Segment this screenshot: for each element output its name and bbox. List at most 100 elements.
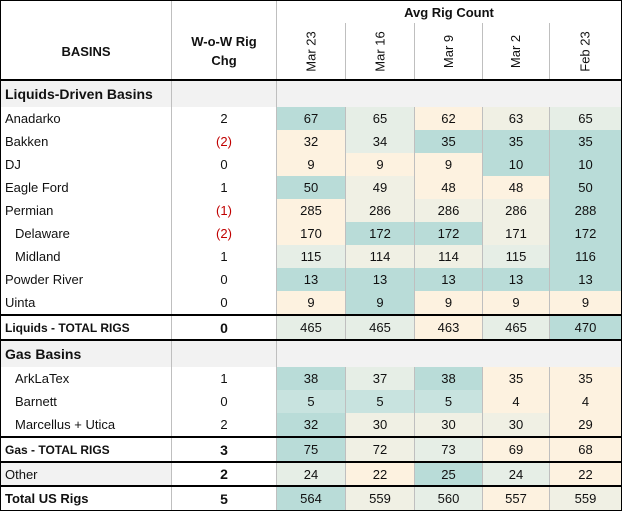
date-column-header: Feb 23 — [549, 23, 622, 81]
rig-count-cell: 116 — [549, 245, 622, 268]
total-label: Gas - TOTAL RIGS — [0, 436, 172, 463]
table-row: ArkLaTex 1 38 37 38 35 35 — [0, 367, 622, 390]
rig-count-cell: 10 — [482, 153, 550, 176]
rig-count-cell: 67 — [276, 107, 346, 130]
basin-name: Marcellus + Utica — [0, 413, 172, 437]
rig-count-cell: 172 — [549, 222, 622, 245]
rig-count-cell: 13 — [414, 268, 483, 291]
rig-count-cell: 50 — [276, 176, 346, 199]
table-row: Powder River 0 13 13 13 13 13 — [0, 268, 622, 291]
rig-count-cell: 564 — [276, 485, 346, 511]
rig-count-cell: 13 — [482, 268, 550, 291]
rig-count-cell: 13 — [276, 268, 346, 291]
rig-count-cell: 35 — [482, 130, 550, 153]
wow-change: 0 — [171, 153, 277, 176]
rig-count-cell: 13 — [549, 268, 622, 291]
basin-name: DJ — [0, 153, 172, 176]
rig-count-cell: 114 — [345, 245, 415, 268]
header-blank-basins — [0, 0, 172, 23]
wow-change: (2) — [171, 222, 277, 245]
rig-count-cell: 559 — [345, 485, 415, 511]
rig-count-cell: 50 — [549, 176, 622, 199]
total-label: Liquids - TOTAL RIGS — [0, 314, 172, 341]
wow-change: 2 — [171, 107, 277, 130]
rig-count-cell: 9 — [414, 153, 483, 176]
basin-name: Anadarko — [0, 107, 172, 130]
rig-count-cell: 114 — [414, 245, 483, 268]
table-row: DJ 0 9 9 9 10 10 — [0, 153, 622, 176]
gas-total-row: Gas - TOTAL RIGS 3 75 72 73 69 68 — [0, 436, 622, 463]
wow-change: 2 — [171, 462, 277, 486]
rig-count-cell: 5 — [414, 390, 483, 413]
rig-count-cell: 63 — [482, 107, 550, 130]
rig-count-cell: 75 — [276, 436, 346, 463]
basin-name: Eagle Ford — [0, 176, 172, 199]
section-blank — [276, 340, 622, 367]
rig-count-cell: 5 — [276, 390, 346, 413]
section-blank — [276, 80, 622, 107]
section-blank — [171, 80, 277, 107]
rig-count-cell: 32 — [276, 130, 346, 153]
wow-change: 0 — [171, 390, 277, 413]
rig-count-cell: 170 — [276, 222, 346, 245]
date-label: Mar 16 — [372, 30, 388, 72]
rig-count-cell: 115 — [482, 245, 550, 268]
date-label: Mar 23 — [303, 30, 319, 72]
date-column-header: Mar 16 — [345, 23, 415, 81]
rig-count-cell: 38 — [276, 367, 346, 390]
rig-count-cell: 35 — [549, 367, 622, 390]
rig-count-cell: 559 — [549, 485, 622, 511]
rig-count-cell: 37 — [345, 367, 415, 390]
rig-count-cell: 288 — [549, 199, 622, 222]
basin-name: Permian — [0, 199, 172, 222]
table-row: Bakken (2) 32 34 35 35 35 — [0, 130, 622, 153]
rig-count-cell: 171 — [482, 222, 550, 245]
table-row: Anadarko 2 67 65 62 63 65 — [0, 107, 622, 130]
rig-count-cell: 286 — [482, 199, 550, 222]
rig-count-cell: 65 — [345, 107, 415, 130]
rig-count-cell: 62 — [414, 107, 483, 130]
liquids-total-row: Liquids - TOTAL RIGS 0 465 465 463 465 4… — [0, 314, 622, 341]
wow-label-line1: W-o-W Rig — [191, 34, 257, 49]
rig-count-cell: 4 — [549, 390, 622, 413]
rig-count-cell: 72 — [345, 436, 415, 463]
rig-count-cell: 48 — [414, 176, 483, 199]
wow-change: 5 — [171, 485, 277, 511]
rig-count-cell: 560 — [414, 485, 483, 511]
rig-count-cell: 34 — [345, 130, 415, 153]
basin-name: Barnett — [0, 390, 172, 413]
rig-count-cell: 465 — [276, 314, 346, 341]
rig-count-cell: 286 — [345, 199, 415, 222]
wow-change-column-header: W-o-W Rig Chg — [171, 23, 277, 81]
wow-change: 2 — [171, 413, 277, 437]
rig-count-cell: 65 — [549, 107, 622, 130]
basin-name: Delaware — [0, 222, 172, 245]
total-us-row: Total US Rigs 5 564 559 560 557 559 — [0, 485, 622, 511]
basin-name: Powder River — [0, 268, 172, 291]
rig-count-cell: 465 — [482, 314, 550, 341]
date-label: Feb 23 — [577, 30, 593, 72]
date-column-header: Mar 2 — [482, 23, 550, 81]
rig-count-cell: 4 — [482, 390, 550, 413]
table-row: Midland 1 115 114 114 115 116 — [0, 245, 622, 268]
total-label: Total US Rigs — [0, 485, 172, 511]
wow-label-line2: Chg — [211, 53, 237, 68]
rig-count-cell: 22 — [549, 462, 622, 486]
wow-change: 1 — [171, 367, 277, 390]
liquids-section-title: Liquids-Driven Basins — [0, 80, 172, 107]
rig-count-cell: 9 — [276, 291, 346, 315]
date-label: Mar 9 — [440, 34, 456, 68]
wow-change: 0 — [171, 268, 277, 291]
basin-name: Other — [0, 462, 172, 486]
basin-name: Midland — [0, 245, 172, 268]
rig-count-cell: 10 — [549, 153, 622, 176]
wow-change: 0 — [171, 314, 277, 341]
rig-count-cell: 115 — [276, 245, 346, 268]
rig-count-cell: 9 — [414, 291, 483, 315]
wow-change: 1 — [171, 176, 277, 199]
header-blank-wow — [171, 0, 277, 23]
rig-count-cell: 557 — [482, 485, 550, 511]
wow-change: 0 — [171, 291, 277, 315]
date-column-header: Mar 23 — [276, 23, 346, 81]
